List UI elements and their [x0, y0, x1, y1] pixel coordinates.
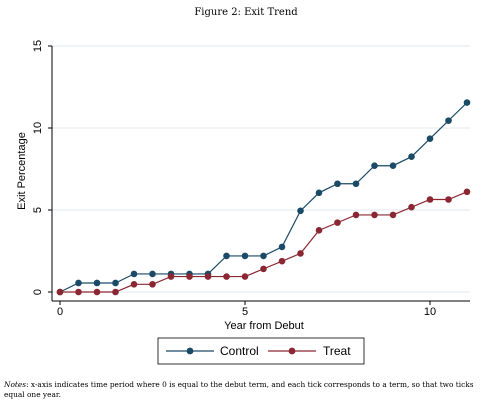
y-tick-label-0: 0: [32, 289, 44, 295]
data-point-control: [463, 99, 471, 106]
data-point-treat: [241, 273, 249, 280]
data-point-treat: [352, 211, 360, 219]
y-tick-label-10: 10: [32, 122, 44, 134]
x-tick-label-5: 5: [242, 306, 248, 318]
notes-label: Notes: [4, 380, 27, 389]
series-line-treat: [60, 191, 468, 293]
data-point-treat: [278, 257, 286, 265]
legend-marker-control: [186, 347, 194, 355]
x-tick-label-10: 10: [424, 306, 436, 318]
figure-notes: Notes: x-axis indicates time period wher…: [4, 380, 490, 400]
data-point-treat: [167, 273, 175, 280]
data-point-treat: [223, 273, 230, 280]
data-point-control: [445, 117, 452, 124]
data-point-treat: [93, 288, 101, 296]
y-tick-label-15: 15: [32, 40, 44, 52]
data-point-control: [408, 153, 415, 160]
data-point-control: [75, 279, 82, 287]
series-line-control: [59, 102, 468, 293]
data-point-treat: [260, 265, 267, 273]
data-point-treat: [204, 273, 212, 280]
data-point-control: [426, 135, 434, 142]
data-point-treat: [445, 196, 452, 203]
exit-trend-chart: Figure 2: Exit Trend 0 5 10 15 0 5 10 Year fro…: [16, 7, 471, 365]
data-point-control: [149, 270, 156, 278]
y-axis-label: Exit Percentage: [16, 132, 28, 210]
data-point-control: [389, 162, 397, 170]
data-point-treat: [463, 188, 471, 196]
data-point-treat: [149, 280, 156, 288]
data-point-control: [260, 252, 267, 260]
axis-ticks: 0 5 10 15 0 5 10: [32, 40, 436, 318]
data-point-control: [315, 189, 323, 197]
data-point-control: [334, 180, 341, 188]
data-point-control: [130, 270, 138, 278]
legend-label-control: Control: [220, 344, 259, 358]
data-point-control: [278, 243, 286, 251]
legend-marker-treat: [288, 347, 296, 355]
data-point-treat: [408, 203, 415, 211]
data-point-treat: [426, 196, 434, 203]
x-tick-label-0: 0: [57, 306, 63, 318]
data-point-treat: [75, 288, 82, 296]
x-axis-label: Year from Debut: [224, 320, 304, 332]
data-point-control: [223, 252, 230, 260]
data-point-control: [352, 180, 360, 188]
data-point-control: [241, 252, 249, 260]
y-tick-label-5: 5: [32, 207, 44, 213]
data-point-control: [112, 279, 119, 287]
data-point-treat: [56, 288, 64, 296]
data-point-treat: [112, 288, 119, 296]
data-point-treat: [389, 211, 397, 219]
data-point-control: [371, 162, 378, 170]
legend: Control Treat: [157, 337, 365, 365]
data-point-treat: [297, 250, 304, 257]
data-point-treat: [334, 219, 341, 226]
series-layer: [56, 99, 471, 296]
data-point-control: [93, 279, 101, 287]
figure-title: Figure 2: Exit Trend: [194, 7, 298, 18]
notes-text: : x-axis indicates time period where 0 i…: [4, 380, 474, 399]
data-point-control: [297, 207, 304, 215]
data-point-treat: [371, 211, 378, 219]
grid-lines: [52, 45, 470, 293]
data-point-treat: [315, 227, 323, 234]
data-point-treat: [130, 280, 138, 288]
data-point-treat: [186, 273, 193, 280]
legend-label-treat: Treat: [323, 344, 351, 358]
